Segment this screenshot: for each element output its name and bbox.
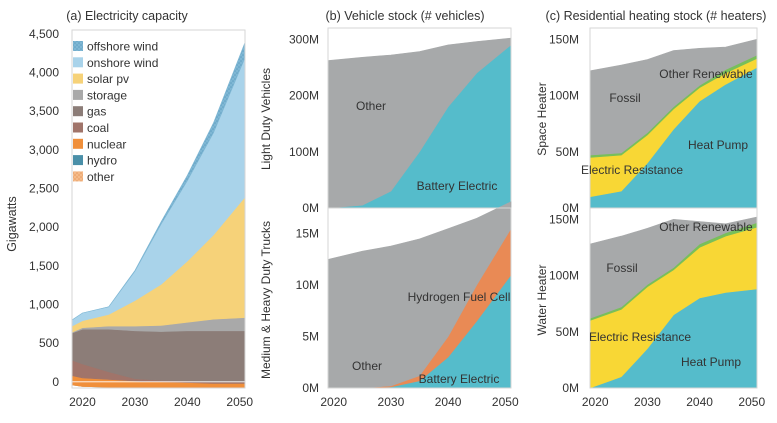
legend-swatch-offshore-wind	[73, 41, 83, 51]
y-tick-0m: 0M	[302, 381, 319, 395]
x-tick-2020: 2020	[582, 395, 609, 409]
y-tick-50m: 50M	[556, 145, 579, 159]
x-tick-2020: 2020	[320, 395, 347, 409]
sh-fossil-label: Fossil	[609, 91, 640, 105]
y-tick-4-000: 4,000	[29, 66, 59, 80]
x-tick-2020: 2020	[69, 395, 96, 409]
y-tick-2-000: 2,000	[29, 220, 59, 234]
space-heater-y-axis-title: Space Heater	[535, 82, 549, 155]
plot-frame	[327, 207, 512, 389]
mhd-battery-electric-label: Battery Electric	[419, 372, 500, 386]
x-tick-2040: 2040	[686, 395, 713, 409]
legend-swatch-nuclear	[73, 138, 83, 149]
legend-label-offshore-wind: offshore wind	[87, 40, 158, 54]
legend-swatch-onshore-wind	[73, 57, 83, 68]
y-tick-3-000: 3,000	[29, 143, 59, 157]
y-tick-100m: 100M	[289, 145, 319, 159]
wh-heat-pump-label: Heat Pump	[681, 355, 741, 369]
water-heater-panel: 0M 50M 100M 150M 2020 2030 2040 2050	[549, 207, 765, 409]
y-tick-0m: 0M	[562, 381, 579, 395]
sh-electric-resistance-label: Electric Resistance	[581, 163, 683, 177]
wh-other-renewable-label: Other Renewable	[659, 220, 753, 234]
medium-heavy-trucks-panel: 0M 5M 10M 15M 2020 2030 2040 2050	[296, 201, 519, 409]
sh-other-renewable-label: Other Renewable	[659, 67, 753, 81]
y-tick-4-500: 4,500	[29, 27, 59, 41]
legend-swatch-other	[73, 171, 83, 182]
ldv-other-label: Other	[356, 99, 386, 113]
x-tick-2050: 2050	[492, 395, 519, 409]
x-tick-2030: 2030	[122, 395, 149, 409]
x-tick-2040: 2040	[435, 395, 462, 409]
mhd-y-axis-title: Medium & Heavy Duty Trucks	[259, 221, 273, 379]
x-tick-2050: 2050	[738, 395, 765, 409]
legend-label-nuclear: nuclear	[87, 137, 126, 151]
x-tick-2030: 2030	[378, 395, 405, 409]
water-heater-y-axis-title: Water Heater	[535, 265, 549, 336]
legend-label-gas: gas	[87, 105, 106, 119]
y-tick-100m: 100M	[549, 269, 579, 283]
y-tick-2-500: 2,500	[29, 182, 59, 196]
y-tick-1-000: 1,000	[29, 297, 59, 311]
space-heater-panel: 0M 50M 100M 150M	[549, 27, 758, 215]
plot-frame	[71, 29, 246, 389]
plot-frame	[589, 207, 758, 389]
legend-label-coal: coal	[87, 121, 109, 135]
electricity-capacity-panel: 0 500 1,000 1,500 2,000 2,500 3,000 3,500 4,000 4…	[29, 27, 253, 409]
x-tick-2030: 2030	[634, 395, 661, 409]
legend-swatch-storage	[73, 89, 83, 100]
legend-label-other: other	[87, 170, 114, 184]
elec-y-axis-title: Gigawatts	[5, 196, 19, 252]
legend-swatch-hydro	[73, 155, 83, 166]
ldv-y-axis-title: Light Duty Vehicles	[259, 68, 273, 170]
legend-label-hydro: hydro	[87, 154, 117, 168]
y-tick-5m: 5M	[302, 330, 319, 344]
y-tick-150m: 150M	[549, 32, 579, 46]
heating-title: (c) Residential heating stock (# heaters…	[546, 9, 767, 23]
y-tick-10m: 10M	[296, 278, 319, 292]
y-tick-200m: 200M	[289, 89, 319, 103]
y-tick-100m: 100M	[549, 89, 579, 103]
legend-swatch-gas	[73, 106, 83, 117]
elec-title: (a) Electricity capacity	[66, 9, 188, 23]
wh-electric-resistance-label: Electric Resistance	[589, 330, 691, 344]
y-tick-500: 500	[39, 336, 59, 350]
legend-swatch-coal	[73, 122, 83, 133]
legend-swatch-solar-pv	[73, 73, 83, 84]
y-tick-1-500: 1,500	[29, 259, 59, 273]
y-tick-50m: 50M	[556, 325, 579, 339]
sh-heat-pump-label: Heat Pump	[688, 138, 748, 152]
y-tick-0m: 0M	[562, 201, 579, 215]
legend-label-storage: storage	[87, 88, 127, 102]
wh-fossil-label: Fossil	[606, 261, 637, 275]
y-tick-300m: 300M	[289, 32, 319, 46]
y-tick-150m: 150M	[549, 212, 579, 226]
light-duty-vehicles-panel: 0M 100M 200M 300M	[289, 27, 512, 215]
y-tick-15m: 15M	[296, 227, 319, 241]
legend-label-onshore-wind: onshore wind	[87, 56, 158, 70]
ldv-battery-electric-label: Battery Electric	[417, 179, 498, 193]
y-tick-3-500: 3,500	[29, 104, 59, 118]
mhd-other-label: Other	[352, 359, 382, 373]
vehicle-title: (b) Vehicle stock (# vehicles)	[325, 9, 484, 23]
x-tick-2040: 2040	[174, 395, 201, 409]
y-tick-0: 0	[52, 375, 59, 389]
mhd-hydrogen-label: Hydrogen Fuel Cell	[408, 290, 511, 304]
x-tick-2050: 2050	[226, 395, 253, 409]
y-tick-0m: 0M	[302, 201, 319, 215]
electricity-legend: offshore wind onshore wind solar pv storage…	[73, 40, 158, 184]
legend-label-solar-pv: solar pv	[87, 72, 129, 86]
